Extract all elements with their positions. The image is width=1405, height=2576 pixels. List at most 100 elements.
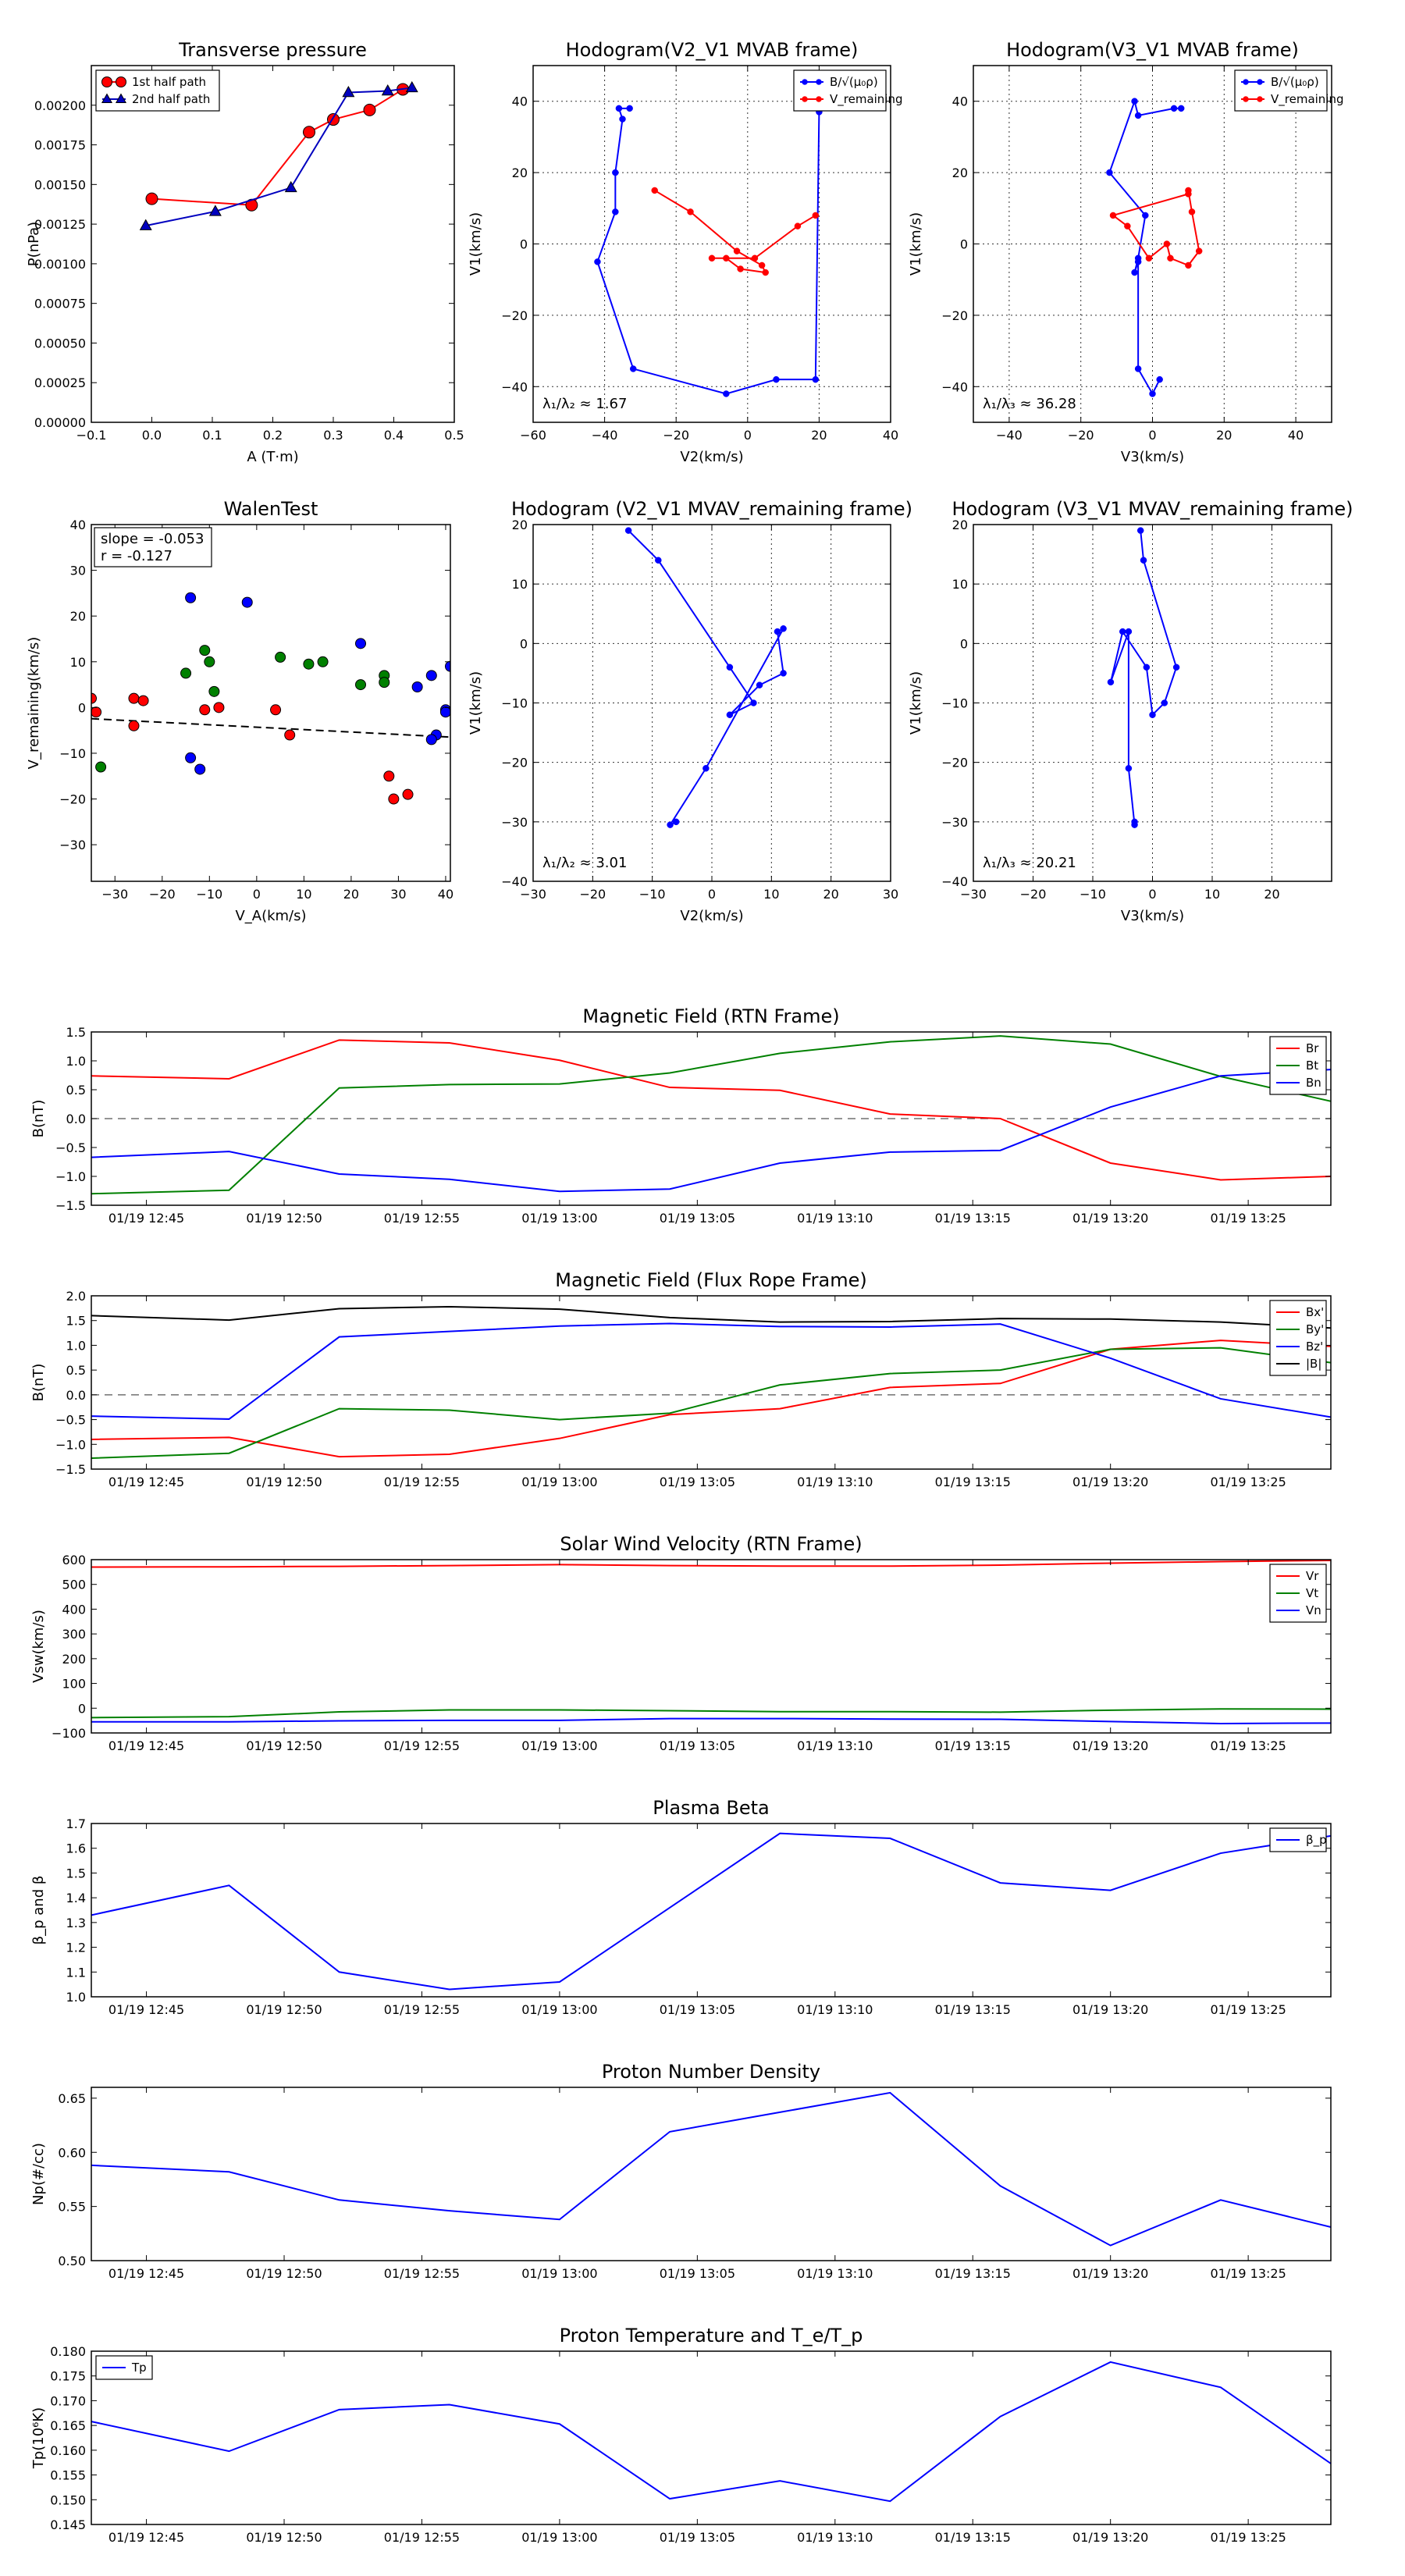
x-tick-label: 40 [1288, 428, 1304, 443]
y-tick-label: 0.180 [50, 2344, 86, 2359]
y-tick-label: 0.00050 [34, 336, 86, 350]
y-tick-label: −40 [501, 874, 528, 889]
legend-label: |B| [1306, 1357, 1321, 1371]
x-tick-label: 01/19 13:05 [660, 1475, 735, 1489]
legend: β_p [1269, 1827, 1327, 1852]
legend-label: V_remaining [1271, 92, 1344, 107]
x-tick-label: 0.1 [202, 428, 222, 443]
series-0-point [1125, 765, 1133, 772]
series-1st-half-path-point [145, 192, 158, 205]
axes-frame [91, 524, 451, 882]
series-2-point [241, 596, 253, 608]
series-np-line [91, 2091, 1331, 2247]
y-tick-label: −10 [59, 746, 86, 761]
legend-box [793, 69, 887, 112]
y-tick-label: 20 [952, 518, 968, 532]
series-v-remaining-line [1111, 190, 1200, 267]
chart-title: Magnetic Field (RTN Frame) [582, 1005, 839, 1027]
legend-label: By' [1306, 1322, 1324, 1336]
series-bt-line [91, 1035, 1331, 1195]
series-1-point [303, 658, 315, 670]
x-tick-label: 01/19 12:45 [108, 1738, 184, 1753]
series-v-remaining-point [762, 269, 769, 276]
series-v-remaining-point [1167, 254, 1174, 262]
legend-marker [1243, 96, 1249, 102]
series-b--point [1131, 98, 1138, 105]
chart-title: Plasma Beta [653, 1797, 769, 1819]
legend-marker [1257, 79, 1263, 85]
y-tick-label: 0.160 [50, 2443, 86, 2458]
y-tick-label: −1.0 [55, 1169, 86, 1184]
y-axis-label: B(nT) [30, 1364, 47, 1402]
axes-frame [91, 2350, 1332, 2525]
series-0-point [91, 706, 102, 718]
series-0-point [1119, 628, 1126, 635]
y-tick-label: 0.0 [66, 1388, 86, 1403]
y-tick-label: −0.5 [55, 1413, 86, 1428]
legend-label: Br [1306, 1041, 1319, 1055]
series-2-point [194, 763, 206, 775]
y-tick-label: 1.5 [66, 1025, 86, 1040]
y-axis-label: B(nT) [30, 1100, 47, 1138]
x-tick-label: −20 [579, 887, 606, 902]
chart-title: Hodogram(V2_V1 MVAB frame) [566, 39, 859, 61]
series-v-remaining-point [758, 262, 766, 269]
x-tick-label: 01/19 13:15 [935, 1738, 1011, 1753]
y-tick-label: 0.165 [50, 2418, 86, 2433]
plot-area [624, 527, 787, 828]
x-tick-label: 01/19 12:45 [108, 2002, 184, 2017]
legend-label: Bx' [1306, 1305, 1324, 1319]
proton-number-density-chart: 01/19 12:45 01/19 12:50 01/19 12:55 01/19 1… [30, 2061, 1332, 2281]
stats-line: r = -0.127 [101, 548, 173, 564]
x-tick-label: 01/19 13:25 [1210, 1475, 1286, 1489]
y-tick-label: 0.55 [58, 2200, 86, 2215]
legend-marker [116, 76, 126, 87]
series-0-point [780, 625, 787, 632]
x-tick-label: −60 [520, 428, 546, 443]
x-tick-label: −0.1 [76, 428, 107, 443]
plot-area [91, 1560, 1331, 1724]
x-tick-label: 01/19 12:50 [246, 1475, 322, 1489]
eigenvalue-ratio-annotation: λ₁/λ₂ ≈ 3.01 [542, 855, 627, 871]
series-0-point [774, 628, 781, 635]
y-tick-label: 1.5 [66, 1866, 86, 1880]
y-tick-label: −30 [59, 838, 86, 852]
plot-area [91, 1035, 1331, 1195]
x-tick-label: 01/19 13:05 [660, 2002, 735, 2017]
series-2-point [411, 681, 423, 692]
legend-marker [802, 96, 808, 102]
x-tick-label: 01/19 12:55 [384, 2266, 460, 2281]
y-tick-label: 100 [62, 1677, 86, 1692]
series-1st-half-path-point [363, 103, 376, 116]
plot-area [1107, 527, 1180, 828]
series-b--point [1170, 105, 1178, 112]
x-tick-label: 20 [1264, 887, 1279, 902]
x-tick-label: 01/19 12:50 [246, 1738, 322, 1753]
series-0-point [284, 729, 296, 741]
y-tick-label: −1.5 [55, 1462, 86, 1477]
series-0-point [1131, 818, 1138, 826]
series-b--point [1156, 375, 1163, 383]
hodogram-v3-v1-mvav-chart: −30 −20 −10 0 10 20−40−30−20−1001020Hodogram … [908, 498, 1353, 924]
y-tick-label: 30 [70, 564, 86, 578]
series-vt-line [91, 1708, 1331, 1719]
x-tick-label: 01/19 12:45 [108, 1475, 184, 1489]
series-0-point [1172, 664, 1180, 671]
y-tick-label: 0.00175 [34, 138, 86, 153]
x-tick-label: 01/19 12:45 [108, 1211, 184, 1226]
series-2nd-half-path-point [284, 180, 297, 193]
y-tick-label: 1.5 [66, 1314, 86, 1329]
y-tick-label: 0.00075 [34, 297, 86, 311]
y-tick-label: −100 [52, 1726, 86, 1741]
legend-label: Bn [1306, 1076, 1321, 1090]
x-axis-label: A (T·m) [247, 449, 298, 465]
y-tick-label: 0.00100 [34, 257, 86, 272]
series-b--point [612, 169, 619, 176]
axes-frame [91, 1559, 1332, 1734]
series-v-remaining-point [1188, 208, 1196, 215]
hodogram-v2-v1-mvab-chart: −60 −40 −20 0 20 40 −40 −20 0 20 40 Hodogram(V2_V1 … [468, 39, 903, 465]
x-tick-label: −20 [663, 428, 689, 443]
legend-label: V_remaining [830, 92, 903, 107]
magnetic-field-flux-rope-chart: 01/19 12:45 01/19 12:50 01/19 12:55 01/19 1… [30, 1269, 1332, 1489]
x-axis-label: V2(km/s) [680, 908, 743, 924]
